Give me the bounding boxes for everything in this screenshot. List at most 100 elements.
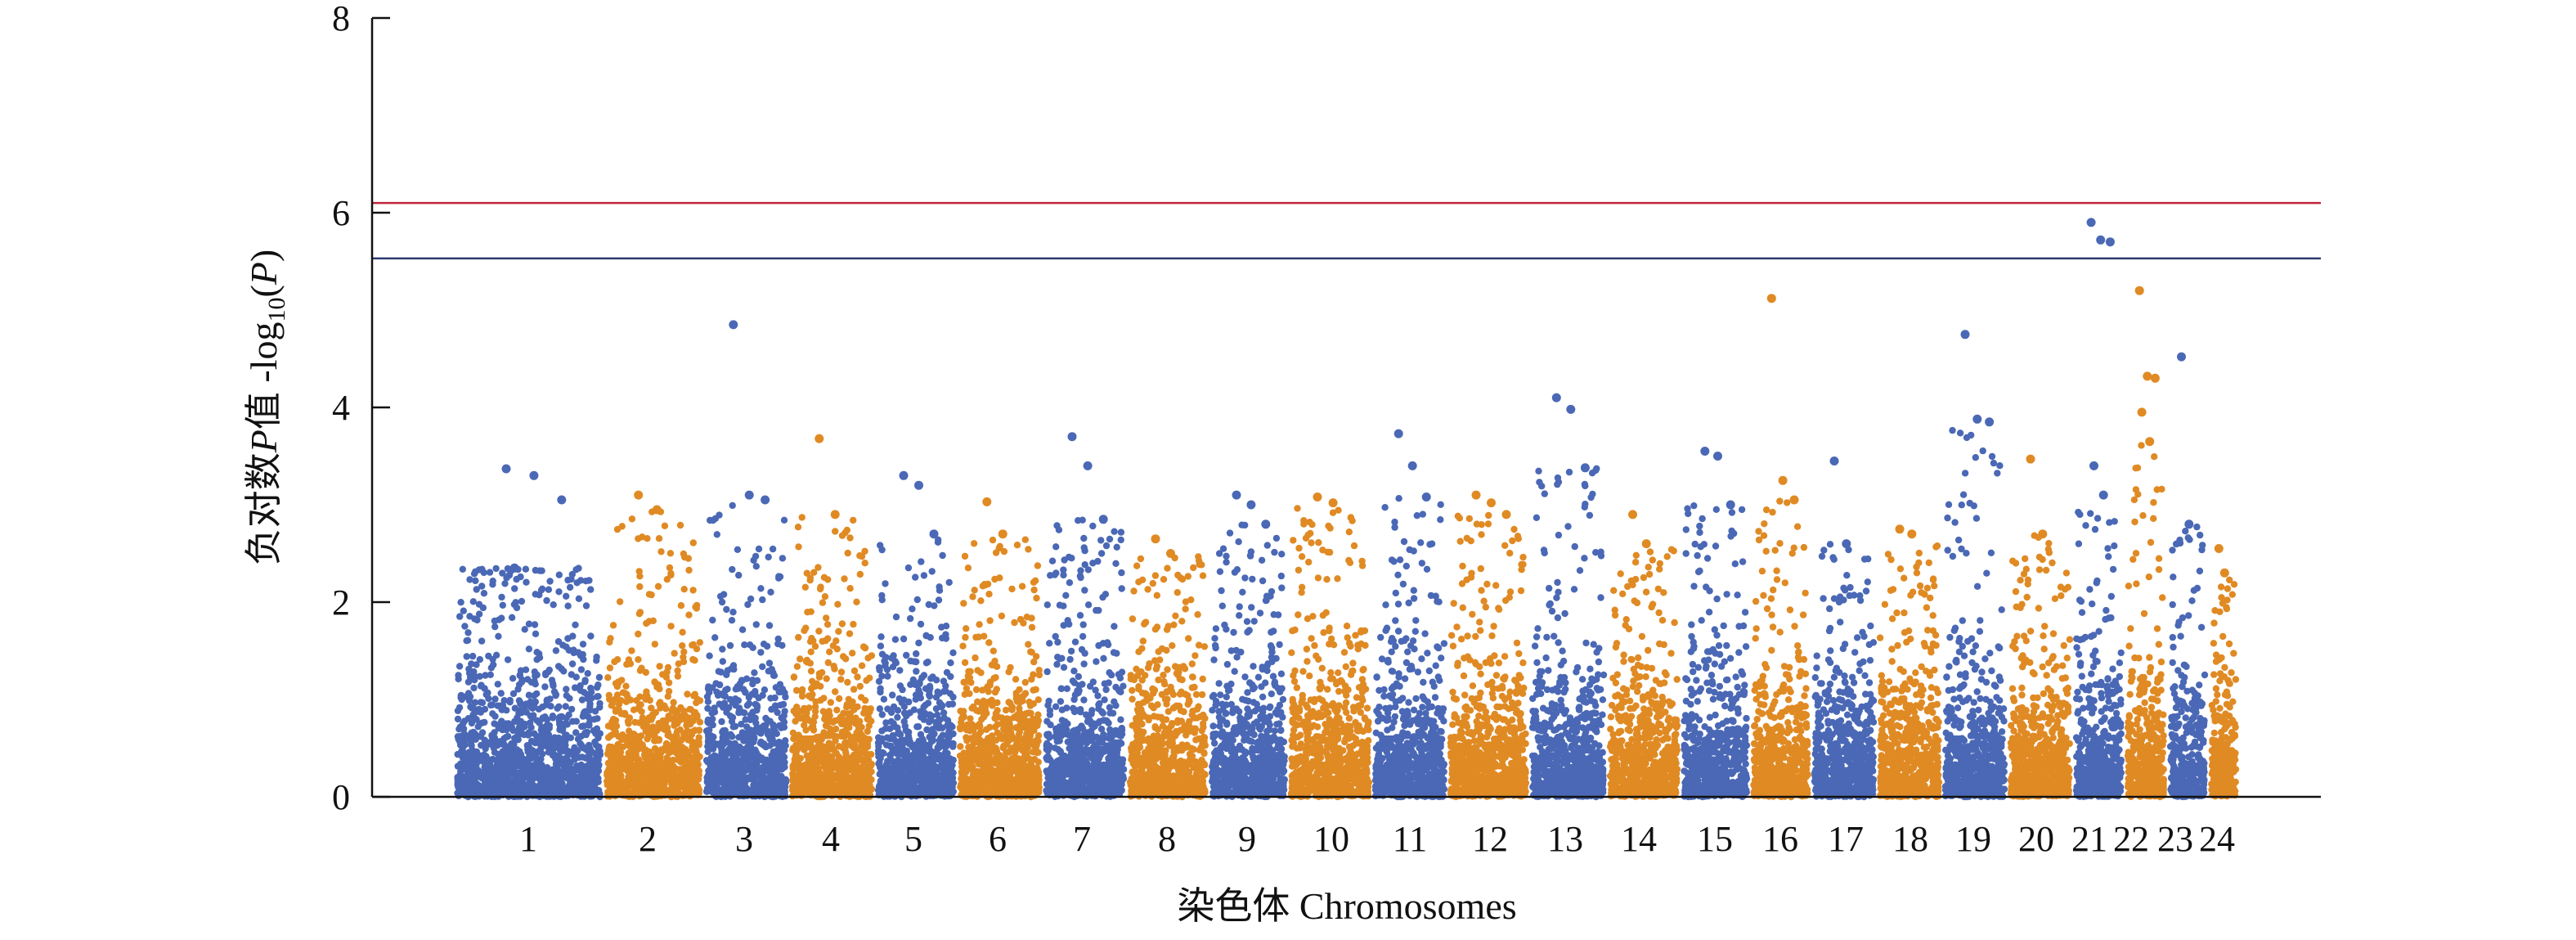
data-point-top	[509, 563, 519, 573]
data-point	[802, 726, 810, 734]
data-point	[572, 621, 579, 628]
data-point	[1021, 678, 1030, 686]
data-point	[524, 754, 532, 762]
data-point	[877, 688, 884, 696]
data-point	[927, 757, 934, 765]
data-point-top	[634, 490, 644, 500]
data-point	[691, 657, 698, 664]
data-point	[780, 712, 788, 719]
data-point	[473, 586, 480, 593]
data-point	[668, 707, 675, 715]
data-point	[546, 578, 554, 585]
data-point	[662, 705, 670, 713]
data-point	[936, 716, 944, 724]
data-point	[486, 569, 494, 576]
data-point	[636, 573, 644, 580]
data-point	[1030, 686, 1037, 694]
data-point	[580, 709, 588, 717]
data-point	[498, 717, 505, 725]
data-point	[837, 676, 845, 683]
data-point	[531, 621, 539, 628]
chromosome-6-points	[956, 497, 1043, 801]
data-point	[707, 516, 714, 524]
data-point	[490, 774, 497, 781]
data-point	[886, 751, 894, 759]
data-point	[877, 633, 885, 641]
data-point	[556, 760, 563, 767]
data-point	[704, 698, 712, 705]
data-point	[470, 684, 478, 692]
data-point	[482, 762, 490, 769]
data-point	[580, 722, 587, 730]
data-point	[739, 781, 747, 789]
data-point	[498, 614, 505, 622]
data-point	[835, 695, 843, 703]
data-point	[533, 649, 541, 656]
data-point	[613, 773, 622, 780]
data-point	[882, 741, 891, 749]
data-point	[823, 710, 830, 718]
data-point	[792, 710, 800, 717]
data-point	[846, 630, 854, 637]
data-point	[522, 666, 530, 673]
data-point	[890, 703, 898, 711]
data-point	[896, 667, 904, 674]
data-point	[593, 657, 600, 664]
data-point	[622, 698, 631, 705]
data-point	[866, 769, 873, 776]
data-point	[635, 610, 644, 618]
data-point	[462, 756, 469, 764]
data-point	[790, 673, 798, 681]
data-point	[861, 744, 868, 753]
data-point	[619, 689, 627, 696]
data-point	[910, 706, 918, 713]
data-point	[850, 734, 858, 741]
data-point	[793, 663, 801, 670]
data-point	[810, 726, 818, 734]
data-point	[824, 576, 832, 583]
data-point	[772, 782, 779, 789]
data-point	[538, 567, 545, 574]
data-point	[464, 629, 472, 636]
data-point	[558, 665, 565, 672]
data-point	[572, 729, 580, 736]
data-point	[716, 742, 724, 749]
data-point	[1012, 749, 1019, 756]
data-point	[669, 776, 677, 785]
data-point	[927, 675, 935, 682]
data-point	[716, 681, 724, 689]
data-point	[904, 772, 912, 780]
data-point	[574, 764, 581, 771]
data-point	[803, 714, 811, 722]
data-point	[886, 776, 894, 784]
data-point-top	[899, 470, 909, 480]
data-point	[664, 693, 671, 700]
data-point	[834, 600, 841, 608]
data-point	[633, 697, 640, 704]
data-point	[456, 663, 464, 670]
data-point	[801, 769, 808, 777]
data-point	[590, 726, 597, 735]
data-point	[728, 763, 736, 771]
data-point	[811, 785, 819, 793]
data-point	[684, 555, 692, 562]
data-point	[527, 719, 534, 726]
data-point	[945, 578, 953, 587]
data-point	[850, 516, 857, 524]
data-point	[503, 775, 510, 782]
data-point	[729, 565, 736, 573]
data-point	[755, 545, 763, 553]
data-point	[877, 542, 884, 549]
data-point	[667, 569, 675, 578]
data-point	[751, 669, 758, 677]
data-point	[531, 792, 539, 799]
data-point	[532, 566, 539, 574]
data-point	[563, 771, 570, 779]
data-point	[924, 776, 932, 783]
data-point	[718, 598, 726, 606]
data-point	[771, 694, 779, 702]
data-point	[891, 636, 900, 643]
data-point	[795, 543, 802, 551]
data-point	[727, 731, 734, 738]
data-point	[532, 630, 540, 637]
